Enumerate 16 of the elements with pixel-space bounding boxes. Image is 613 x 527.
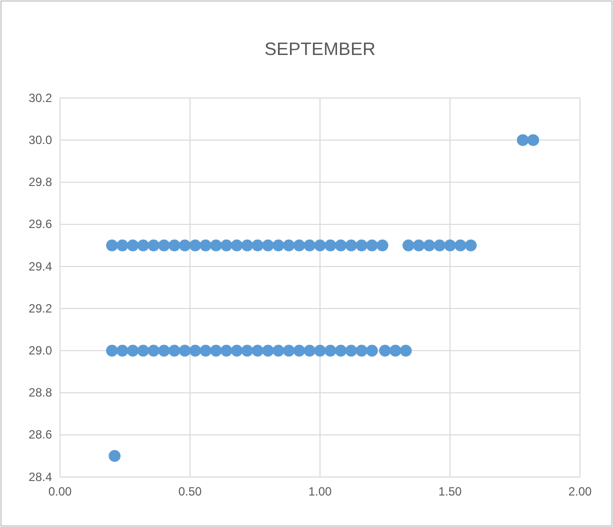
y-tick-label: 29.0 [28, 344, 52, 358]
x-tick-label: 2.00 [568, 484, 592, 499]
x-tick-label: 1.00 [308, 484, 332, 499]
y-tick-label: 29.6 [28, 217, 52, 232]
x-tick-label: 0.00 [48, 484, 72, 499]
x-tick-label: 1.50 [438, 484, 462, 499]
y-tick-label: 29.2 [28, 301, 52, 316]
y-tick-label: 28.8 [28, 386, 52, 400]
y-tick-label: 29.4 [28, 259, 52, 274]
x-tick-label: 0.50 [178, 484, 202, 499]
y-tick-label: 30.2 [28, 90, 52, 105]
y-tick-label: 29.8 [28, 175, 52, 190]
y-tick-label: 28.4 [28, 470, 52, 484]
y-tick-label: 30.0 [28, 132, 52, 147]
y-tick-label: 28.6 [28, 428, 52, 442]
chart-title: SEPTEMBER [264, 39, 376, 59]
